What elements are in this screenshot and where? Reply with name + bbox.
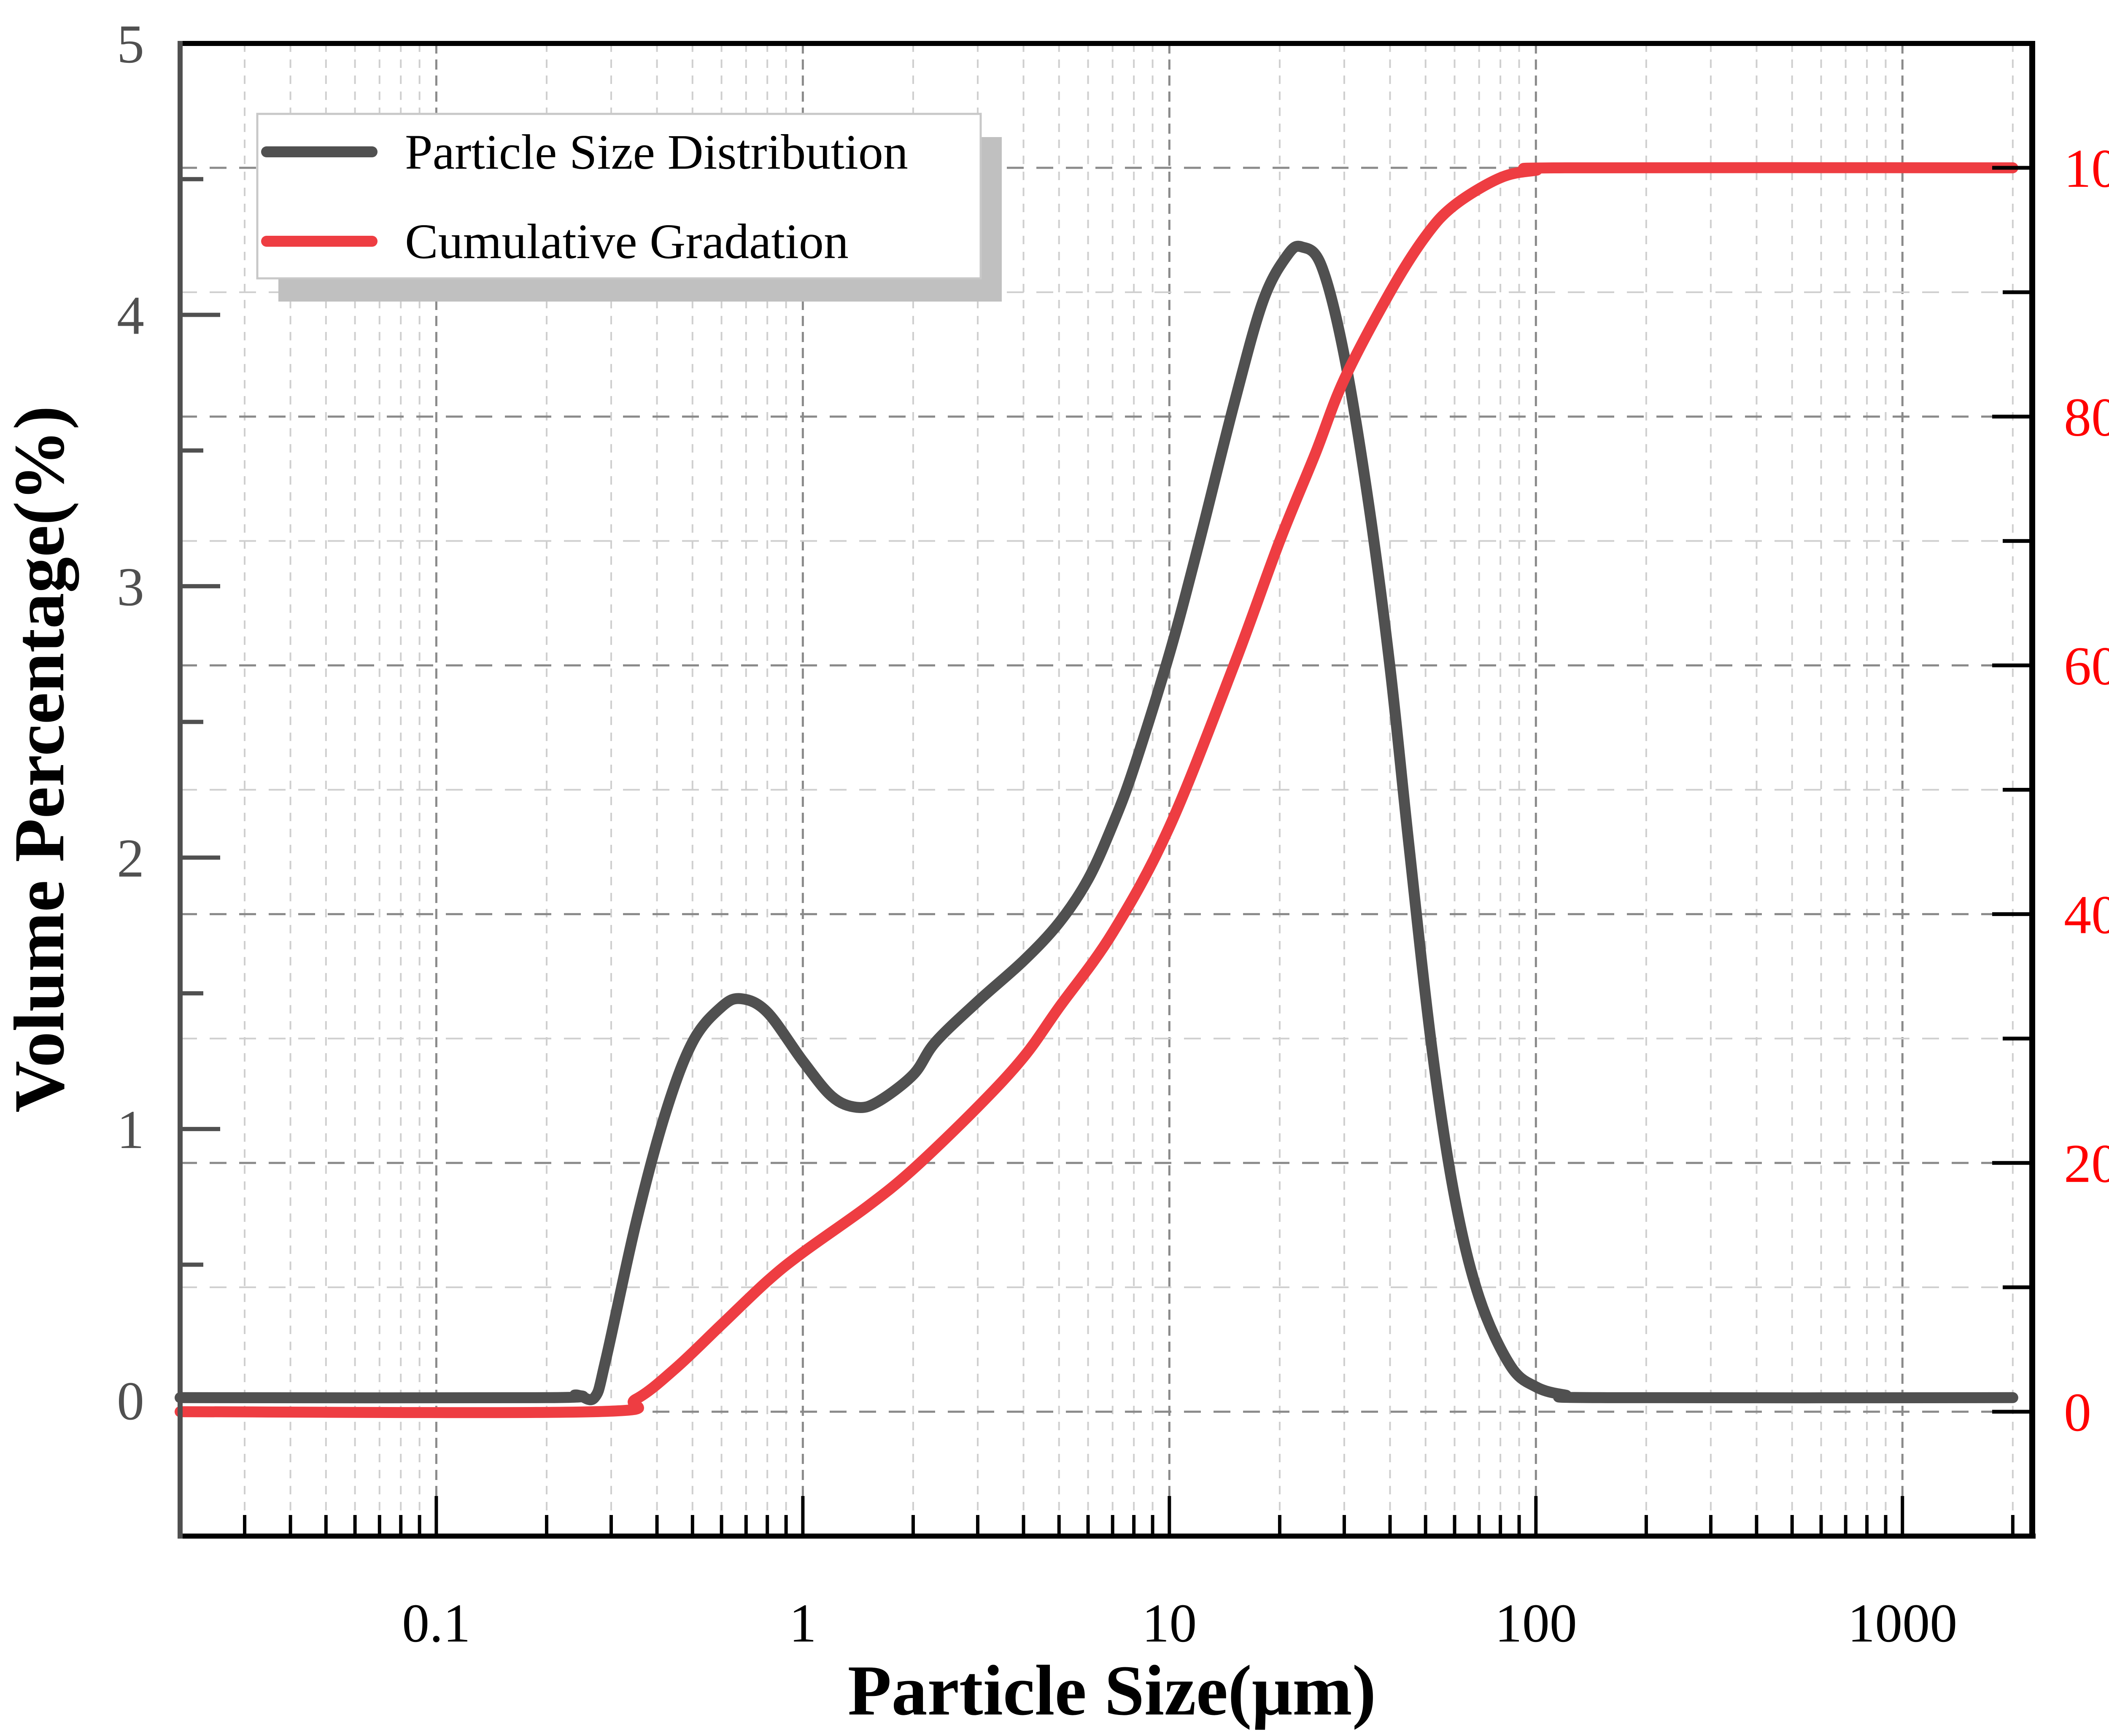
y-left-tick-label: 4	[117, 285, 144, 346]
series-layer	[175, 162, 2018, 1418]
legend-box	[256, 113, 982, 280]
series-line-cumulative-gradation	[175, 162, 2018, 1418]
x-axis-title: Particle Size(μm)	[848, 1651, 1376, 1730]
x-tick-label: 100	[1495, 1593, 1577, 1654]
tick-labels: 0.1 1 10 100 1000 0 1 2 3 4 5 0 20 40 60 80 100	[117, 14, 2109, 1654]
legend-label-psd: Particle Size Distribution	[405, 124, 908, 180]
y-right-tick-label: 100	[2064, 138, 2109, 199]
series-line-particle-size-distribution	[175, 240, 2018, 1405]
y-left-tick-label: 2	[117, 828, 144, 889]
axes	[178, 41, 2036, 1539]
y-right-tick-label: 0	[2064, 1382, 2091, 1443]
x-tick-label: 0.1	[402, 1593, 471, 1654]
legend: Particle Size Distribution Cumulative Gr…	[256, 113, 1002, 302]
y-right-tick-label: 80	[2064, 387, 2109, 448]
legend-label-cumulative: Cumulative Gradation	[405, 214, 849, 269]
x-tick-label: 1000	[1847, 1593, 1957, 1654]
y-left-axis-title: Volume Percentage(%)	[0, 406, 79, 1113]
x-tick-label: 1	[789, 1593, 817, 1654]
y-left-tick-label: 0	[117, 1371, 144, 1431]
y-left-tick-label: 1	[117, 1100, 144, 1160]
y-right-tick-label: 20	[2064, 1133, 2109, 1194]
y-right-tick-label: 60	[2064, 636, 2109, 697]
y-left-tick-label: 3	[117, 557, 144, 617]
y-left-tick-label: 5	[117, 14, 144, 75]
y-right-tick-label: 40	[2064, 884, 2109, 945]
x-tick-label: 10	[1142, 1593, 1197, 1654]
